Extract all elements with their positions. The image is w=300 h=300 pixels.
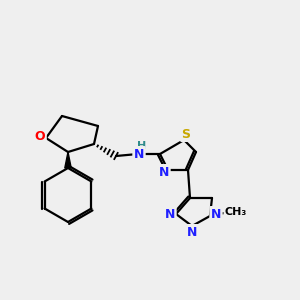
Text: O: O — [35, 130, 45, 143]
Text: CH₃: CH₃ — [225, 207, 247, 217]
Polygon shape — [65, 152, 71, 168]
Text: H: H — [137, 141, 147, 151]
Text: S: S — [182, 128, 190, 140]
Text: N: N — [187, 226, 197, 238]
Text: N: N — [134, 148, 144, 160]
Text: N: N — [159, 166, 169, 178]
Text: N: N — [211, 208, 221, 220]
Text: N: N — [165, 208, 175, 220]
